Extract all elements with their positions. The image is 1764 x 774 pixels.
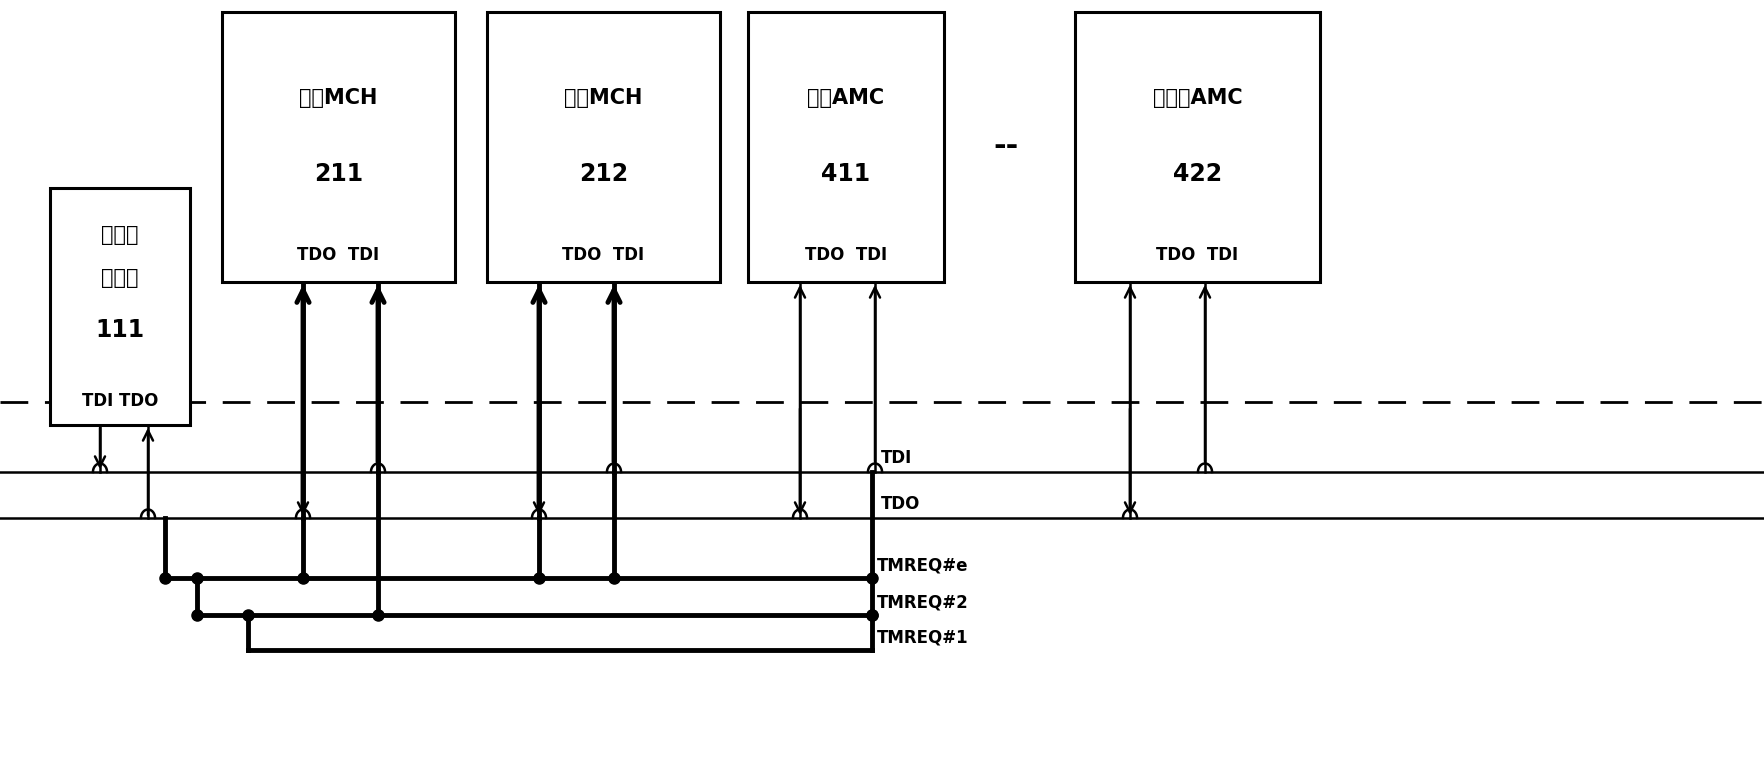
Bar [487, 12, 720, 282]
Bar [49, 188, 191, 425]
Text: 外部测: 外部测 [101, 225, 139, 245]
Text: 422: 422 [1173, 162, 1222, 186]
Text: TDI TDO: TDI TDO [81, 392, 159, 410]
Text: 第十二AMC: 第十二AMC [1152, 88, 1242, 108]
Text: TDI: TDI [882, 450, 912, 467]
Text: TMREQ#e: TMREQ#e [877, 557, 968, 574]
Text: TMREQ#2: TMREQ#2 [877, 593, 968, 611]
Text: TDO  TDI: TDO TDI [1157, 246, 1238, 264]
Text: TDO  TDI: TDO TDI [298, 246, 379, 264]
Text: 111: 111 [95, 318, 145, 342]
Text: 第一MCH: 第一MCH [300, 88, 377, 108]
Text: TDO: TDO [882, 495, 921, 513]
Text: 试单元: 试单元 [101, 268, 139, 288]
Text: 411: 411 [822, 162, 871, 186]
Bar [222, 12, 455, 282]
Text: TDO  TDI: TDO TDI [804, 246, 887, 264]
Text: TDO  TDI: TDO TDI [563, 246, 644, 264]
Text: 第一AMC: 第一AMC [808, 88, 884, 108]
Text: TMREQ#1: TMREQ#1 [877, 628, 968, 646]
Text: --: -- [993, 132, 1018, 162]
Bar [748, 12, 944, 282]
Text: 212: 212 [579, 162, 628, 186]
Text: 211: 211 [314, 162, 363, 186]
Bar [1074, 12, 1319, 282]
Text: 第二MCH: 第二MCH [564, 88, 642, 108]
